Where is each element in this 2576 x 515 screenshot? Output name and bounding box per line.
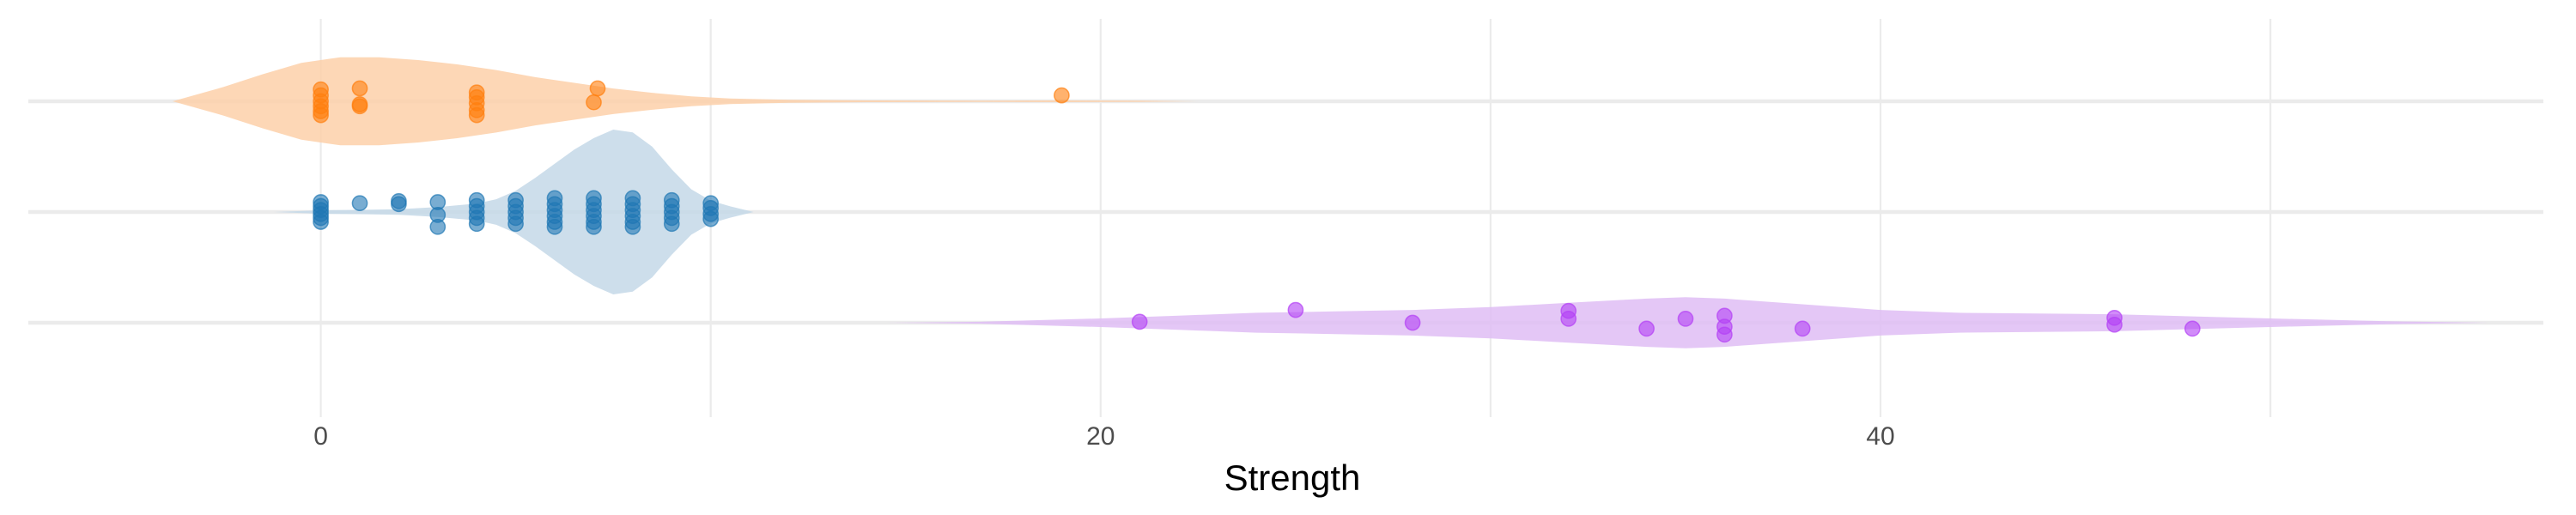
data-point [589,80,606,97]
x-axis-ticks: 0 20 40 [313,422,1894,451]
data-point [663,215,680,233]
data-point [429,218,447,235]
data-point [1638,320,1655,337]
data-point [1287,301,1304,318]
data-point [468,215,485,233]
data-points [313,80,2201,343]
violin-shape [173,57,1199,146]
x-axis-title: Strength [1224,457,1361,498]
data-point [2106,316,2123,333]
data-point [1131,313,1148,330]
data-point [1404,314,1421,331]
data-point [586,218,602,235]
data-point [391,196,407,213]
data-point [1054,87,1070,104]
data-point [507,215,524,233]
data-point [313,214,329,230]
data-point [1716,326,1733,343]
data-point [1560,311,1577,327]
data-point [546,218,563,235]
data-point [1794,320,1811,337]
data-point [313,106,329,124]
x-tick-label: 20 [1086,422,1115,451]
data-point [351,195,368,212]
data-point [351,98,368,115]
data-point [624,218,641,235]
data-point [351,80,368,97]
x-tick-label: 0 [313,422,328,451]
data-point [2184,320,2201,337]
data-point [586,94,602,111]
x-tick-label: 40 [1866,422,1894,451]
data-point [468,106,485,124]
data-point [702,210,720,227]
data-point [1677,311,1694,327]
